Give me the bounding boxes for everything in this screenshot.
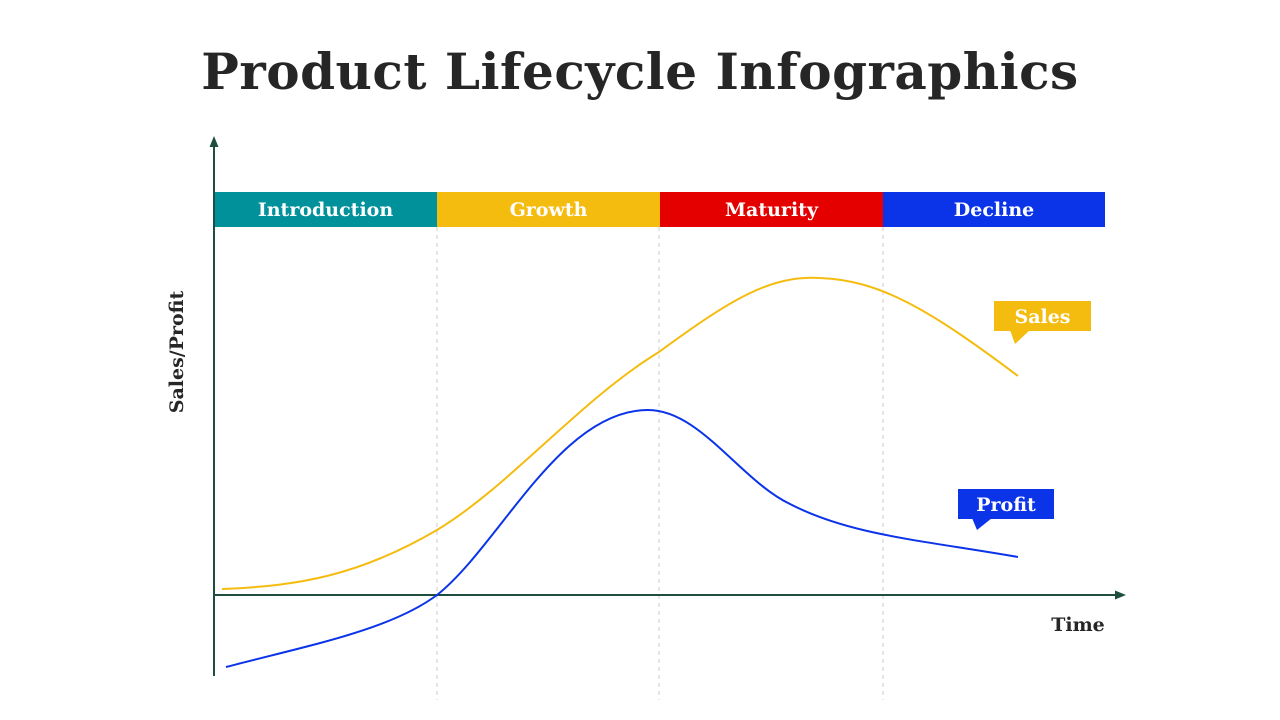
phase-bar-introduction <box>214 192 437 227</box>
profit-callout-pointer <box>972 518 992 530</box>
profit-callout-label: Profit <box>976 494 1036 516</box>
x-axis-arrow <box>1115 590 1126 600</box>
phase-label-maturity: Maturity <box>725 199 819 221</box>
phase-bar-group: Introduction Growth Maturity Decline <box>214 192 1105 227</box>
sales-callout: Sales <box>994 301 1091 344</box>
y-axis-label: Sales/Profit <box>166 291 188 414</box>
axes <box>209 136 1126 676</box>
profit-callout-box <box>958 489 1054 519</box>
profit-curve <box>225 408 1019 668</box>
phase-bar-growth <box>437 192 660 227</box>
phase-dividers <box>436 227 884 700</box>
sales-curve <box>221 276 1019 590</box>
phase-label-decline: Decline <box>954 199 1034 221</box>
phase-bar-maturity <box>660 192 883 227</box>
phase-label-growth: Growth <box>510 199 588 221</box>
profit-callout: Profit <box>958 489 1054 530</box>
phase-label-introduction: Introduction <box>258 199 393 221</box>
phase-bar-decline <box>883 192 1105 227</box>
sales-callout-box <box>994 301 1091 331</box>
page-title: Product Lifecycle Infographics <box>201 42 1079 101</box>
sales-callout-pointer <box>1010 330 1030 344</box>
sales-callout-label: Sales <box>1014 306 1070 328</box>
y-axis-arrow <box>209 136 219 147</box>
x-axis-label: Time <box>1051 614 1105 636</box>
